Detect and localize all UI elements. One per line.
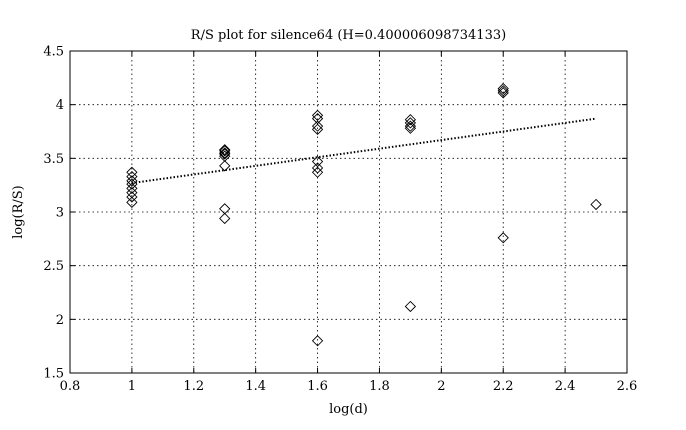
x-tick-label: 2.6: [617, 379, 638, 394]
data-point: [126, 166, 138, 178]
data-point: [497, 87, 509, 99]
y-tick-label: 4.5: [43, 45, 64, 60]
data-point: [126, 191, 138, 203]
x-tick-label: 0.8: [60, 379, 81, 394]
y-tick-label: 3: [56, 206, 64, 221]
data-point: [126, 170, 138, 183]
data-point: [126, 175, 138, 187]
y-axis-title: log(R/S): [11, 185, 26, 239]
data-point: [126, 196, 138, 208]
data-point: [404, 120, 417, 132]
data-point: [219, 145, 231, 157]
x-tick-labels: 0.8 1 1.2 1.4 1.6 1.8 2 2.2 2.4 2.6: [60, 379, 638, 394]
data-point: [311, 123, 324, 135]
data-point: [311, 335, 324, 347]
data-point: [311, 112, 324, 125]
data-point: [311, 109, 324, 122]
data-point: [219, 212, 231, 225]
data-point: [219, 148, 231, 160]
data-point: [404, 117, 417, 129]
fit-line: [131, 117, 597, 185]
data-point: [311, 155, 324, 168]
x-tick-label: 1: [128, 379, 136, 394]
data-points: [126, 82, 602, 347]
x-tick-label: 2.2: [493, 379, 514, 394]
chart-title: R/S plot for silence64 (H=0.400006098734…: [191, 28, 506, 43]
data-point: [126, 182, 138, 195]
data-point: [404, 300, 417, 313]
data-point: [497, 85, 509, 97]
y-tick-label: 1.5: [43, 367, 64, 382]
data-point: [497, 82, 509, 95]
data-point: [404, 122, 417, 134]
data-point: [219, 160, 231, 172]
x-tick-label: 1.6: [307, 379, 328, 394]
x-axis-title: log(d): [329, 402, 368, 417]
data-point: [497, 232, 509, 244]
y-tick-label: 2: [56, 313, 64, 328]
axis-ticks: [69, 50, 628, 374]
fit-line-group: [131, 117, 597, 185]
x-tick-label: 1.2: [183, 379, 204, 394]
x-tick-label: 2: [437, 379, 445, 394]
x-tick-label: 2.4: [555, 379, 576, 394]
data-point: [219, 147, 231, 159]
y-tick-label: 4: [56, 98, 64, 113]
data-point: [311, 120, 324, 132]
x-tick-label: 1.4: [245, 379, 266, 394]
y-tick-labels: 1.5 2 2.5 3 3.5 4 4.5: [43, 45, 64, 382]
grid: [70, 51, 627, 373]
data-point: [311, 166, 324, 178]
y-tick-label: 3.5: [43, 152, 64, 167]
data-point: [404, 114, 417, 126]
data-point: [590, 198, 602, 211]
data-point: [219, 144, 231, 156]
data-point: [311, 162, 324, 174]
y-tick-label: 2.5: [43, 259, 64, 274]
data-point: [126, 178, 138, 190]
x-tick-label: 1.8: [369, 379, 390, 394]
